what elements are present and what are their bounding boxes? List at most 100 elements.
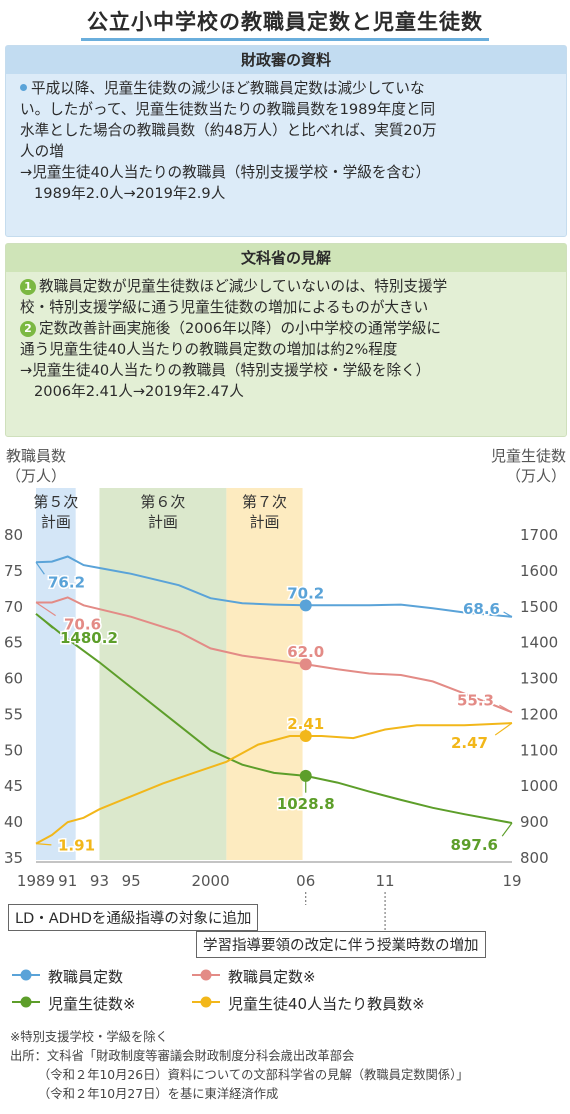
right-tick-label: 1500 <box>520 598 558 616</box>
data-label-leader <box>35 613 54 629</box>
period-label-1: 第５次 <box>33 493 78 511</box>
right-tick-label: 1300 <box>520 670 558 688</box>
data-label: 2.47 <box>451 734 488 752</box>
mext-item2-line1: 定数改善計画実施後（2006年以降）の小中学校の通常学級に <box>39 320 441 337</box>
data-label: 897.6 <box>451 836 498 854</box>
data-label: 1480.2 <box>60 629 118 647</box>
mext-arrow-line1: →児童生徒40人当たりの教職員（特別支援学校・学級を除く） <box>20 362 431 379</box>
left-tick-label: 75 <box>4 562 23 580</box>
data-label-leader <box>35 561 45 575</box>
x-tick-label: 11 <box>376 872 395 890</box>
number-2-icon: 2 <box>20 321 36 337</box>
data-label: 70.6 <box>64 615 101 633</box>
left-axis-title: 教職員数 <box>6 447 66 465</box>
data-label-leader <box>494 722 513 736</box>
legend-swatch-dot-2 <box>200 969 212 981</box>
footnote-source-3: （令和２年10月27日）を基に東洋経済作成 <box>38 1087 279 1101</box>
mof-text: 平成以降、児童生徒数の減少ほど教職員定数は減少していな い。したがって、児童生徒… <box>6 74 566 204</box>
data-label: 1.91 <box>58 837 95 855</box>
x-tick-label: 19 <box>502 872 521 890</box>
period-label-3: 第７次 <box>242 493 287 511</box>
mext-item1-line2: 校・特別支援学級に通う児童生徒数の増加によるものが大きい <box>20 299 429 316</box>
right-tick-label: 1100 <box>520 741 558 759</box>
data-label: 70.2 <box>287 584 324 602</box>
left-tick-label: 50 <box>4 741 23 759</box>
data-label-leader <box>499 704 513 713</box>
period-sublabel-3: 計画 <box>249 513 279 531</box>
mext-item2-line2: 通う児童生徒40人当たりの教職員定数の増加は約2%程度 <box>20 341 398 358</box>
data-label: 1028.8 <box>277 795 335 813</box>
x-tick-label: 91 <box>58 872 77 890</box>
left-tick-label: 40 <box>4 813 23 831</box>
mof-line1: 平成以降、児童生徒数の減少ほど教職員定数は減少していな <box>31 80 425 97</box>
period-band-2 <box>99 488 227 860</box>
right-tick-label: 800 <box>520 849 549 867</box>
legend-item-1: 教職員定数 <box>48 968 124 986</box>
series-line-1 <box>35 555 513 618</box>
footnote-note: ※特別支援学校・学級を除く <box>10 1030 168 1044</box>
x-tick-label: 93 <box>90 872 109 890</box>
ld-adhd-annotation: LD・ADHDを通級指導の対象に追加 <box>8 904 259 931</box>
right-tick-label: 900 <box>520 813 549 831</box>
data-label: 76.2 <box>48 573 85 591</box>
left-tick-label: 60 <box>4 670 23 688</box>
mof-arrow-line2: 1989年2.0人→2019年2.9人 <box>34 185 226 202</box>
page-title: 公立小中学校の教職員定数と児童生徒数 <box>0 6 570 41</box>
curriculum-annotation: 学習指導要領の改定に伴う授業時数の増加 <box>196 931 486 958</box>
data-label-leader <box>35 843 52 846</box>
legend-item-2: 教職員定数※ <box>228 968 316 986</box>
x-tick-label: 1989 <box>17 872 55 890</box>
right-tick-label: 1200 <box>520 705 558 723</box>
period-sublabel-1: 計画 <box>41 513 71 531</box>
x-tick-label: 06 <box>296 872 315 890</box>
legend-swatch-dot-1 <box>20 969 32 981</box>
right-axis-unit: （万人） <box>506 467 566 485</box>
left-tick-label: 55 <box>4 705 23 723</box>
series-line-3 <box>35 613 513 824</box>
mof-line3: 水準とした場合の教職員数（約48万人）と比べれば、実質20万 <box>20 122 437 139</box>
mext-heading: 文科省の見解 <box>6 244 566 272</box>
data-label: 68.6 <box>463 600 500 618</box>
number-1-icon: 1 <box>20 279 36 295</box>
data-label: 55.3 <box>457 691 494 709</box>
right-tick-label: 1400 <box>520 634 558 652</box>
left-axis-unit: （万人） <box>6 467 66 485</box>
legend-swatch-dot-4 <box>200 996 212 1008</box>
period-label-2: 第６次 <box>140 493 185 511</box>
mext-text: 1 教職員定数が児童生徒数ほど減少していないのは、特別支援学 校・特別支援学級に通… <box>6 272 566 402</box>
right-axis-title: 児童生徒数 <box>491 447 566 465</box>
data-label-leader <box>503 611 513 618</box>
series-line-4 <box>35 722 513 845</box>
period-band-1 <box>36 488 76 860</box>
left-tick-label: 70 <box>4 598 23 616</box>
mext-item1-line1: 教職員定数が児童生徒数ほど減少していないのは、特別支援学 <box>39 278 448 295</box>
legend-item-4: 児童生徒40人当たり教員数※ <box>228 995 425 1013</box>
footnote-source-1: 出所：文科省「財政制度等審議会財政制度分科会歳出改革部会 <box>10 1049 355 1063</box>
mof-line4: 人の増 <box>20 143 64 160</box>
right-tick-label: 1700 <box>520 526 558 544</box>
bullet-icon <box>20 84 27 91</box>
mext-box: 文科省の見解 1 教職員定数が児童生徒数ほど減少していないのは、特別支援学 校・特… <box>5 243 567 437</box>
mext-arrow-line2: 2006年2.41人→2019年2.47人 <box>34 383 244 400</box>
data-label: 2.41 <box>287 715 324 733</box>
mof-heading: 財政審の資料 <box>6 46 566 74</box>
period-band-3 <box>226 488 303 860</box>
legend-swatch-dot-3 <box>20 996 32 1008</box>
series-line-2 <box>36 596 513 714</box>
data-label: 62.0 <box>287 643 324 661</box>
mof-box: 財政審の資料 平成以降、児童生徒数の減少ほど教職員定数は減少していな い。したが… <box>5 45 567 237</box>
period-sublabel-2: 計画 <box>148 513 178 531</box>
mof-arrow-line1: →児童生徒40人当たりの教職員（特別支援学校・学級を含む） <box>20 164 431 181</box>
left-tick-label: 80 <box>4 526 23 544</box>
legend-item-3: 児童生徒数※ <box>48 995 136 1013</box>
left-tick-label: 65 <box>4 634 23 652</box>
left-tick-label: 45 <box>4 777 23 795</box>
x-tick-label: 95 <box>122 872 141 890</box>
mof-line2: い。したがって、児童生徒数当たりの教職員数を1989年度と同 <box>20 101 436 118</box>
left-tick-label: 35 <box>4 849 23 867</box>
x-tick-label: 2000 <box>191 872 229 890</box>
data-label-leader <box>501 822 513 837</box>
right-tick-label: 1600 <box>520 562 558 580</box>
